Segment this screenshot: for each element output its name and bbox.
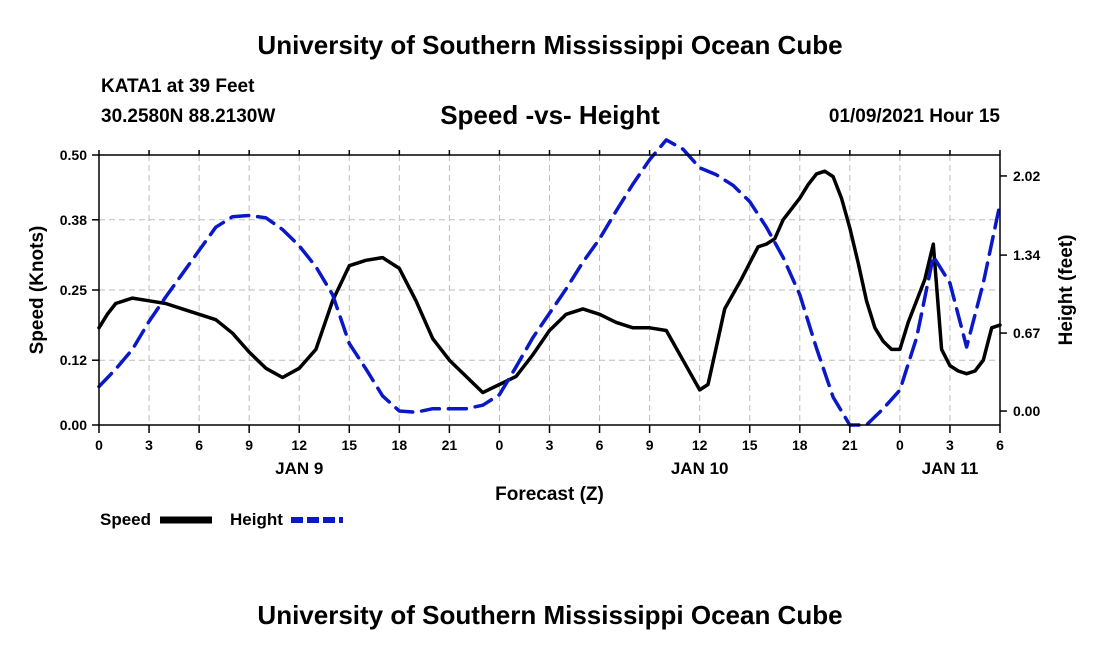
x-tick-label: 0 (896, 437, 904, 453)
y-tick-label-left: 0.25 (60, 282, 87, 298)
x-tick-label: 21 (442, 437, 458, 453)
y-tick-label-right: 0.00 (1013, 403, 1040, 419)
x-axis-title: Forecast (Z) (495, 484, 604, 505)
y-tick-label-left: 0.38 (60, 212, 87, 228)
x-tick-label: 12 (692, 437, 708, 453)
legend: Speed Height (100, 510, 343, 529)
x-tick-label: 15 (742, 437, 758, 453)
station-coords: 30.2580N 88.2130W (101, 106, 276, 127)
chart-series (97, 138, 1002, 427)
axis-ticks: 0 3 6 9 12 15 18 21 0 3 6 9 12 15 18 21 0 3 6 0.00 0.12 0.25 0… (60, 147, 1041, 478)
footer-title: University of Southern Mississippi Ocean… (257, 600, 843, 630)
y-axis-title-right: Height (feet) (1056, 235, 1077, 346)
station-name: KATA1 at 39 Feet (101, 76, 255, 97)
x-tick-label: 18 (392, 437, 408, 453)
y-tick-label-right: 0.67 (1013, 325, 1040, 341)
chart-title: Speed -vs- Height (440, 100, 660, 130)
x-tick-label: 0 (95, 437, 103, 453)
date-label: JAN 10 (671, 459, 729, 478)
x-tick-label: 9 (245, 437, 253, 453)
x-tick-label: 6 (996, 437, 1004, 453)
series-line-height (97, 138, 1002, 427)
y-axis-title-left: Speed (Knots) (27, 226, 48, 355)
forecast-time: 01/09/2021 Hour 15 (828, 106, 1000, 127)
legend-height-label: Height (230, 510, 283, 529)
x-tick-label: 15 (341, 437, 357, 453)
x-tick-label: 18 (792, 437, 808, 453)
y-tick-label-left: 0.12 (60, 352, 87, 368)
series-line-speed (97, 169, 1002, 395)
legend-speed-label: Speed (100, 510, 151, 529)
x-tick-label: 6 (596, 437, 604, 453)
y-tick-label-right: 2.02 (1013, 168, 1040, 184)
x-tick-label: 3 (546, 437, 554, 453)
header-title: University of Southern Mississippi Ocean… (257, 30, 843, 60)
x-tick-label: 21 (842, 437, 858, 453)
x-tick-label: 0 (496, 437, 504, 453)
x-tick-label: 9 (646, 437, 654, 453)
y-tick-label-left: 0.00 (60, 417, 87, 433)
x-tick-label: 12 (291, 437, 307, 453)
y-tick-label-right: 1.34 (1013, 247, 1040, 263)
date-label: JAN 11 (922, 459, 979, 478)
x-tick-label: 6 (195, 437, 203, 453)
y-tick-label-left: 0.50 (60, 147, 87, 163)
x-tick-label: 3 (145, 437, 153, 453)
date-label: JAN 9 (275, 459, 323, 478)
x-tick-label: 3 (946, 437, 954, 453)
